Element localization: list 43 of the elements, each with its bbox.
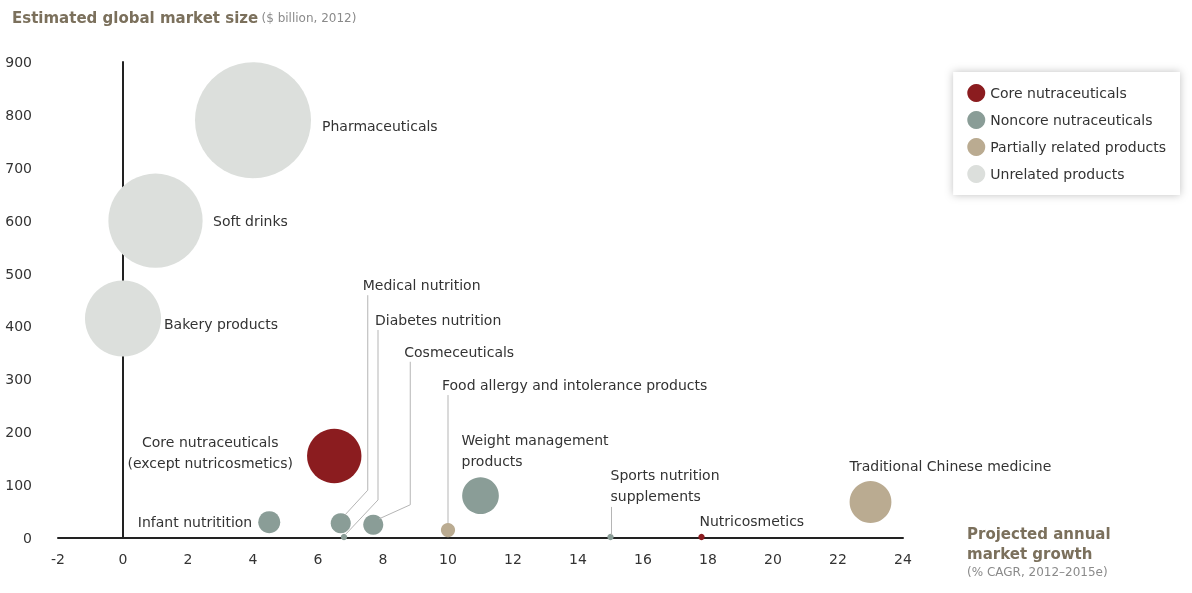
x-tick-label: 0 xyxy=(118,551,128,567)
annotation: Soft drinks xyxy=(213,213,288,229)
y-axis-title: Estimated global market size ($ billion, 2012) xyxy=(12,8,357,27)
annotation: Diabetes nutrition xyxy=(375,311,502,328)
x-tick-label: 10 xyxy=(439,551,457,567)
y-tick-label: 0 xyxy=(23,530,32,546)
y-tick-label: 600 xyxy=(5,212,32,229)
x-tick-label: 14 xyxy=(569,551,587,567)
annotation: Traditional Chinese medicine xyxy=(848,458,1052,475)
x-tick-label: 16 xyxy=(634,551,652,567)
annotation: Medical nutrition xyxy=(362,277,481,294)
legend-label: Core nutraceuticals xyxy=(990,85,1127,101)
legend-label: Partially related products xyxy=(990,139,1166,155)
x-tick-label: -2 xyxy=(51,551,65,567)
legend-label: Unrelated products xyxy=(990,166,1125,182)
x-tick-label: 8 xyxy=(378,551,388,567)
annotation: Bakery products xyxy=(164,315,279,332)
annotation: Infant nutritition xyxy=(137,514,253,531)
y-tick-label: 700 xyxy=(5,159,32,176)
annotation: Nutricosmetics xyxy=(699,512,805,529)
annotation: Weight management products xyxy=(461,432,610,470)
annotation: Pharmaceuticals xyxy=(322,118,438,134)
x-tick-label: 6 xyxy=(313,551,323,567)
y-tick-label: 900 xyxy=(5,54,32,70)
x-tick-label: 2 xyxy=(183,551,193,567)
x-tick-label: 18 xyxy=(699,551,717,567)
annotation: Core nutraceuticals (except nutricosmetics) xyxy=(127,433,294,471)
x-axis-title: Projected annual market growth (% CAGR, 2012–2015e) xyxy=(967,525,1116,579)
x-tick-label: 12 xyxy=(504,551,522,567)
annotation: Food allergy and intolerance products xyxy=(442,377,708,394)
y-tick-label: 200 xyxy=(5,424,32,441)
annotation: Sports nutrition supplements xyxy=(610,467,720,505)
y-tick-label: 100 xyxy=(5,477,32,494)
x-tick-label: 22 xyxy=(829,551,847,567)
x-tick-label: 4 xyxy=(248,551,258,567)
y-tick-label: 300 xyxy=(5,371,32,388)
legend-label: Noncore nutraceuticals xyxy=(990,112,1153,128)
x-tick-label: 20 xyxy=(764,551,782,567)
y-tick-label: 400 xyxy=(5,318,32,335)
annotation: Cosmeceuticals xyxy=(404,343,515,360)
x-tick-label: 24 xyxy=(894,551,912,567)
y-tick-label: 500 xyxy=(5,265,32,282)
y-tick-label: 800 xyxy=(5,106,32,123)
